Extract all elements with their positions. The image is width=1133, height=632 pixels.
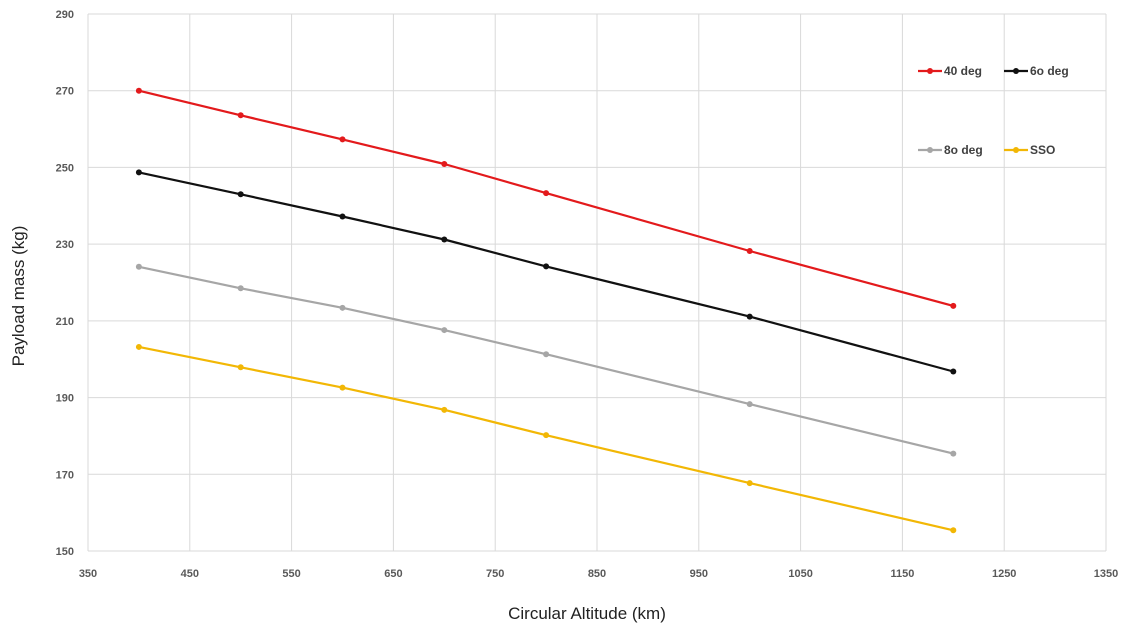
data-point — [135, 343, 142, 350]
data-point — [441, 406, 448, 413]
series-group — [135, 87, 957, 534]
x-tick-label: 950 — [690, 568, 708, 580]
legend: 40 deg 6o deg 8o deg SSO — [918, 64, 1069, 157]
data-point — [543, 351, 550, 358]
x-tick-label: 650 — [384, 568, 402, 580]
y-axis-title: Payload mass (kg) — [9, 226, 28, 367]
data-point — [237, 191, 244, 198]
x-tick-label: 850 — [588, 568, 606, 580]
x-tick-label: 1350 — [1094, 568, 1118, 580]
data-point — [746, 313, 753, 320]
legend-label: 40 deg — [944, 64, 982, 78]
legend-marker — [1013, 147, 1019, 153]
x-tick-label: 750 — [486, 568, 504, 580]
series-line — [137, 265, 955, 455]
data-point — [339, 136, 346, 143]
data-point — [135, 169, 142, 176]
y-tick-label: 290 — [56, 9, 74, 21]
data-point — [950, 527, 957, 534]
axes: 150 170 190 210 230 250 270 290 350 450 550 650 750 8… — [56, 9, 1119, 580]
data-point — [543, 190, 550, 197]
data-point — [237, 364, 244, 371]
data-point — [237, 112, 244, 119]
data-point — [746, 480, 753, 487]
data-point — [339, 213, 346, 220]
legend-marker — [1013, 68, 1019, 74]
grid — [87, 13, 1107, 552]
x-tick-label: 1050 — [788, 568, 812, 580]
data-point — [441, 160, 448, 167]
legend-label: 6o deg — [1030, 64, 1069, 78]
series-line — [137, 345, 955, 532]
data-point — [746, 248, 753, 255]
data-point — [339, 304, 346, 311]
data-point — [237, 285, 244, 292]
data-point — [135, 87, 142, 94]
data-point — [950, 302, 957, 309]
data-point — [746, 401, 753, 408]
data-point — [950, 450, 957, 457]
y-tick-label: 270 — [56, 86, 74, 98]
data-point — [441, 236, 448, 243]
data-point — [135, 263, 142, 270]
y-tick-label: 230 — [56, 239, 74, 251]
data-point — [543, 263, 550, 270]
y-tick-label: 150 — [56, 546, 74, 558]
y-tick-label: 170 — [56, 469, 74, 481]
data-point — [441, 327, 448, 334]
legend-marker — [927, 68, 933, 74]
legend-marker — [927, 147, 933, 153]
x-tick-label: 450 — [181, 568, 199, 580]
y-tick-label: 250 — [56, 162, 74, 174]
data-point — [543, 432, 550, 439]
legend-label: 8o deg — [944, 143, 983, 157]
legend-label: SSO — [1030, 143, 1055, 157]
data-point — [339, 384, 346, 391]
x-tick-label: 550 — [282, 568, 300, 580]
data-point — [950, 368, 957, 375]
x-tick-label: 350 — [79, 568, 97, 580]
y-tick-label: 190 — [56, 393, 74, 405]
x-tick-label: 1250 — [992, 568, 1016, 580]
x-axis-title: Circular Altitude (km) — [508, 604, 666, 623]
x-tick-label: 1150 — [890, 568, 914, 580]
y-tick-label: 210 — [56, 316, 74, 328]
